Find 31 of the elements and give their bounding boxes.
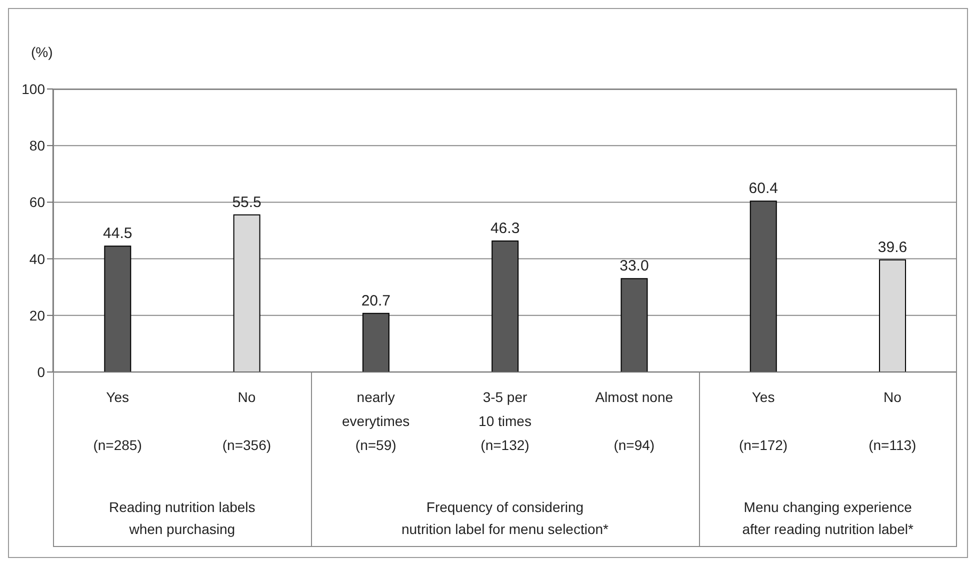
category-label: Yes (n=172) xyxy=(738,389,788,453)
x-tick-label: 3-5 per 10 times (n=132) xyxy=(478,389,532,453)
text: Reading nutrition labels when purchasing xyxy=(108,498,256,539)
bar xyxy=(104,246,132,372)
y-tick-label: 100 xyxy=(22,80,46,97)
bar xyxy=(620,278,648,372)
y-tick-label: 60 xyxy=(29,194,46,210)
bar xyxy=(750,200,777,372)
data-label: 60.4 xyxy=(748,180,778,198)
category-label: No (n=356) xyxy=(222,389,272,453)
data-label: 20.7 xyxy=(361,292,391,310)
y-tick-label: 0 xyxy=(37,364,46,380)
x-tick-label: nearly everytimes (n=59) xyxy=(342,389,410,453)
y-tick-label: 20 xyxy=(29,307,46,324)
bar xyxy=(233,214,260,372)
category-label: Almost none (n=94) xyxy=(595,389,674,453)
bar xyxy=(362,312,390,372)
data-label: 39.6 xyxy=(878,238,908,256)
category-label: Yes (n=285) xyxy=(93,389,142,453)
data-label: 33.0 xyxy=(620,258,649,275)
data-label: 55.5 xyxy=(232,194,262,211)
y-axis-title: (%) xyxy=(31,44,53,60)
data-label: 46.3 xyxy=(490,220,520,237)
y-tick-label: 80 xyxy=(29,138,46,154)
bar xyxy=(879,259,906,372)
category-label: No (n=113) xyxy=(868,389,916,453)
text: Frequency of considering nutrition label for menu selection* xyxy=(400,498,610,539)
text: Menu changing experience after reading nutrition label* xyxy=(741,498,914,539)
bar xyxy=(492,240,519,372)
data-label: 44.5 xyxy=(103,225,132,242)
y-tick-label: 40 xyxy=(29,250,46,267)
